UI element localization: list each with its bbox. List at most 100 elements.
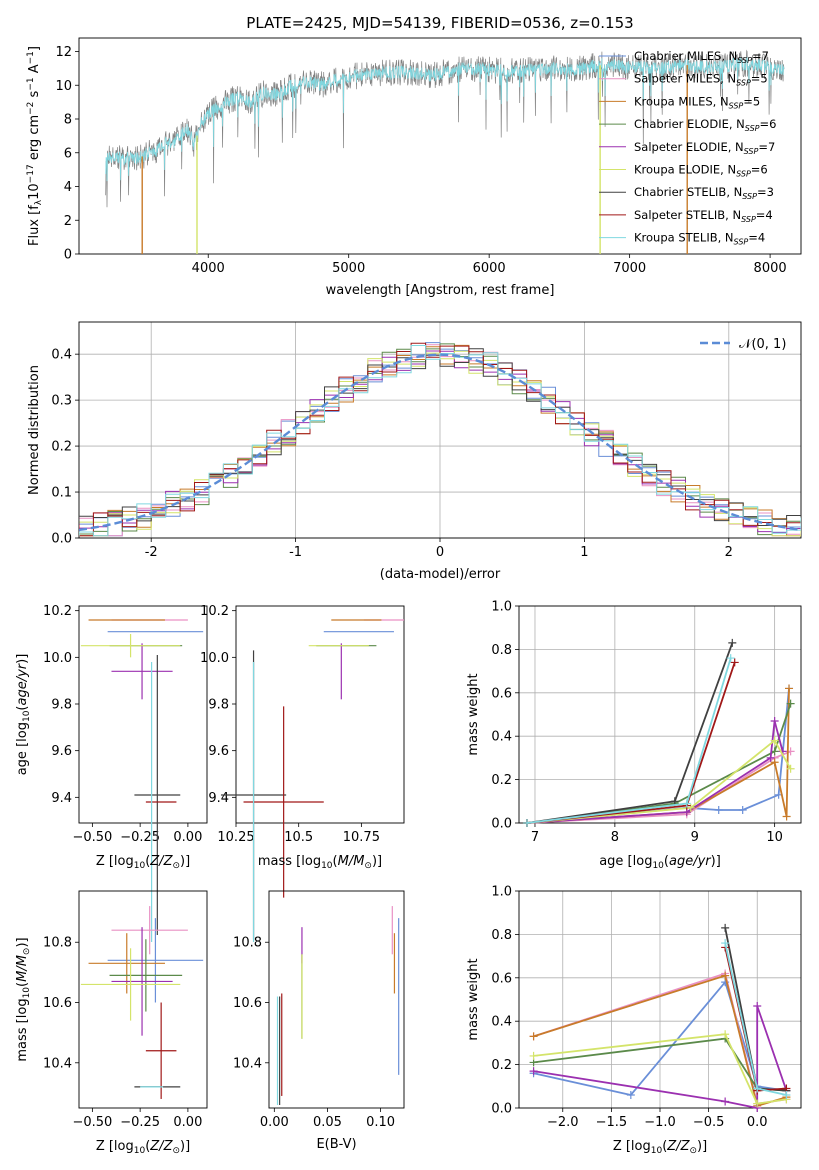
- weight-line: [526, 642, 734, 824]
- y-tick-label: 9.4: [51, 791, 72, 806]
- weight-point: [753, 1099, 762, 1108]
- y-tick-label: 0.4: [51, 348, 72, 363]
- x-tick-label: 0.00: [173, 1115, 202, 1130]
- y-axis-label: Flux [fλ10−17 erg cm−2 s−1 A−1]: [26, 46, 44, 246]
- y-axis-label: age [log10(age/yr)]: [15, 654, 32, 776]
- weight-line: [526, 688, 790, 824]
- x-tick-label: 0.10: [366, 1115, 395, 1130]
- weight-point: [753, 1084, 762, 1093]
- weight-point: [782, 1090, 791, 1099]
- y-axis-label: mass weight: [466, 958, 481, 1040]
- x-tick-label: −0.50: [72, 830, 112, 845]
- y-axis-label: Normed distribution: [27, 365, 42, 495]
- x-tick-label: −0.25: [120, 830, 160, 845]
- axes-frame: [268, 890, 405, 1109]
- y-tick-label: 0.3: [51, 394, 72, 409]
- weight-point: [770, 758, 779, 767]
- y-tick-label: 10: [55, 79, 72, 94]
- x-axis-label: E(B-V): [316, 1137, 356, 1152]
- weight-point: [721, 971, 730, 980]
- x-axis-label: mass [log10(M/M⊙)]: [258, 854, 382, 871]
- error-bar-point: [111, 927, 173, 1036]
- weight-point: [738, 805, 747, 814]
- y-tick-label: 0.4: [491, 1015, 512, 1030]
- spectrum-panel: 4000 5000 6000 7000 8000 0 2 4 6 8 10 12 wavelength …: [26, 37, 802, 298]
- y-tick-label: 0.2: [51, 440, 72, 455]
- weight-point: [529, 1051, 538, 1060]
- x-tick-label: 7000: [613, 261, 646, 276]
- y-tick-label: 12: [55, 45, 72, 60]
- y-tick-label: 0.8: [491, 928, 512, 943]
- error-bar-point: [134, 655, 181, 935]
- weight-line: [724, 942, 787, 1096]
- axes-frame: [78, 321, 802, 539]
- weight-point: [766, 753, 775, 762]
- x-tick-label: 8: [611, 830, 619, 845]
- x-tick-label: 2: [725, 545, 733, 560]
- weight-point: [626, 1090, 635, 1099]
- axes-frame: [78, 890, 208, 1109]
- y-tick-label: 10.2: [43, 604, 72, 619]
- y-tick-label: 9.6: [208, 744, 229, 759]
- legend-label: Salpeter ELODIE, NSSP=7: [634, 140, 775, 156]
- weight-line: [526, 662, 736, 824]
- y-tick-label: 10.4: [233, 1056, 262, 1071]
- mass-vs-metallicity-panel: −0.50 −0.25 0.00 10.4 10.6 10.8 Z [log10(Z/Z⊙)…: [15, 890, 208, 1156]
- error-bar-point: [80, 948, 181, 1021]
- axes-frame: [78, 605, 208, 824]
- x-axis-label: Z [log10(Z/Z⊙)]: [96, 1139, 190, 1156]
- y-tick-label: 2: [64, 214, 72, 229]
- y-tick-label: 0.8: [491, 643, 512, 658]
- y-tick-label: 1.0: [491, 885, 512, 900]
- error-bar-point: [243, 706, 324, 898]
- x-tick-label: -2: [145, 545, 158, 560]
- weight-point: [770, 717, 779, 726]
- x-axis-label: Z [log10(Z/Z⊙)]: [96, 854, 190, 871]
- y-tick-label: 0: [64, 248, 72, 263]
- error-bar-point: [88, 933, 165, 994]
- x-tick-label: -1: [289, 545, 302, 560]
- weight-point: [721, 1097, 730, 1106]
- x-tick-label: 9: [691, 830, 699, 845]
- y-axis-label: mass weight: [466, 673, 481, 755]
- weight-line: [533, 1033, 787, 1105]
- y-tick-label: 10.4: [43, 1056, 72, 1071]
- weight-point: [529, 1032, 538, 1041]
- weight-point: [728, 638, 737, 647]
- weight-point: [753, 1002, 762, 1011]
- x-tick-label: 0.00: [260, 1115, 289, 1130]
- y-tick-label: 0.6: [491, 971, 512, 986]
- weight-point: [726, 654, 735, 663]
- weight-series: [522, 717, 787, 827]
- y-tick-label: 0.0: [491, 1102, 512, 1117]
- residual-legend: 𝒩(0, 1): [700, 337, 786, 352]
- axes-frame: [518, 605, 802, 824]
- weight-point: [782, 812, 791, 821]
- legend-label: Kroupa ELODIE, NSSP=6: [634, 163, 768, 179]
- error-bar-point: [80, 634, 181, 658]
- weight-series: [522, 747, 795, 827]
- x-tick-label: −0.5: [693, 1115, 725, 1130]
- x-tick-label: 10.5: [284, 830, 313, 845]
- mass-weight-vs-metallicity-panel: −2.0 −1.5 −1.0 −0.5 0.0 0.0 0.2 0.4 0.6 0.8 1.0 Z […: [466, 885, 802, 1156]
- residual-histograms: [79, 342, 801, 537]
- x-tick-label: −1.0: [644, 1115, 676, 1130]
- x-axis-label: Z [log10(Z/Z⊙)]: [613, 1139, 707, 1156]
- weight-line: [526, 703, 792, 824]
- y-tick-label: 9.8: [208, 698, 229, 713]
- x-tick-label: 0.0: [747, 1115, 768, 1130]
- figure-title: PLATE=2425, MJD=54139, FIBERID=0536, z=0…: [246, 14, 633, 32]
- weight-series: [721, 939, 791, 1099]
- weight-series: [721, 923, 791, 1095]
- y-tick-label: 10.8: [233, 936, 262, 951]
- weight-point: [786, 764, 795, 773]
- x-tick-label: 1: [580, 545, 588, 560]
- x-tick-label: 6000: [473, 261, 506, 276]
- x-tick-label: −2.0: [547, 1115, 579, 1130]
- age-vs-metallicity-panel: −0.50 −0.25 0.00 9.4 9.6 9.8 10.0 10.2 Z [log10(…: [15, 604, 208, 942]
- x-axis-label: age [log10(age/yr)]: [599, 854, 721, 871]
- weight-series: [522, 638, 737, 827]
- y-tick-label: 10.8: [43, 936, 72, 951]
- weight-point: [786, 699, 795, 708]
- mass-weight-vs-age-panel: 7 8 9 10 0.0 0.2 0.4 0.6 0.8 1.0 age [log10(age/yr…: [466, 600, 802, 871]
